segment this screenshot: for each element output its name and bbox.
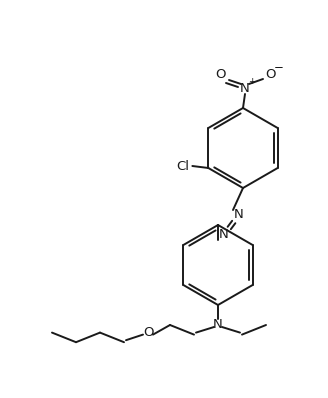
- Text: O: O: [143, 326, 153, 339]
- Text: Cl: Cl: [176, 160, 189, 172]
- Text: −: −: [274, 62, 284, 74]
- Text: N: N: [213, 318, 223, 332]
- Text: N: N: [219, 228, 229, 242]
- Text: O: O: [216, 68, 226, 82]
- Text: O: O: [266, 68, 276, 82]
- Text: N: N: [240, 82, 250, 94]
- Text: +: +: [248, 76, 256, 86]
- Text: N: N: [234, 209, 244, 222]
